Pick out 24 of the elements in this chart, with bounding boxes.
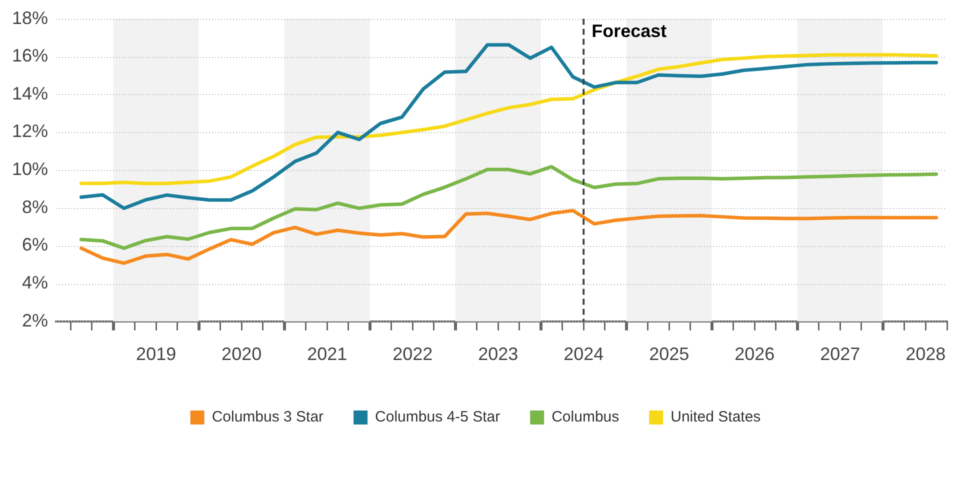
legend-label: United States	[670, 408, 761, 426]
legend-label: Columbus 3 Star	[212, 408, 324, 426]
x-tick-label: 2021	[307, 344, 348, 364]
legend-label: Columbus 4-5 Star	[375, 408, 500, 426]
x-tick-label: 2023	[478, 344, 518, 364]
x-tick-label: 2022	[392, 344, 433, 364]
x-tick-label: 2026	[734, 344, 775, 364]
x-tick-label: 2028	[906, 344, 946, 364]
y-tick-label: 6%	[22, 234, 48, 255]
y-tick-label: 8%	[22, 196, 48, 217]
y-tick-label: 10%	[12, 159, 48, 180]
y-tick-label: 2%	[22, 310, 48, 330]
y-tick-label: 14%	[12, 83, 48, 104]
y-tick-label: 4%	[22, 272, 48, 293]
x-tick-label: 2020	[222, 344, 262, 364]
x-tick-label: 2024	[564, 344, 604, 364]
ref-line-label: Forecast	[592, 20, 667, 41]
x-tick-label: 2027	[820, 344, 860, 364]
legend-label: Columbus	[552, 408, 620, 426]
y-tick-label: 18%	[12, 8, 48, 28]
x-tick-label: 2019	[136, 344, 176, 364]
x-tick-label: 2025	[649, 344, 690, 364]
y-tick-label: 16%	[12, 46, 48, 66]
y-tick-label: 12%	[12, 121, 48, 142]
